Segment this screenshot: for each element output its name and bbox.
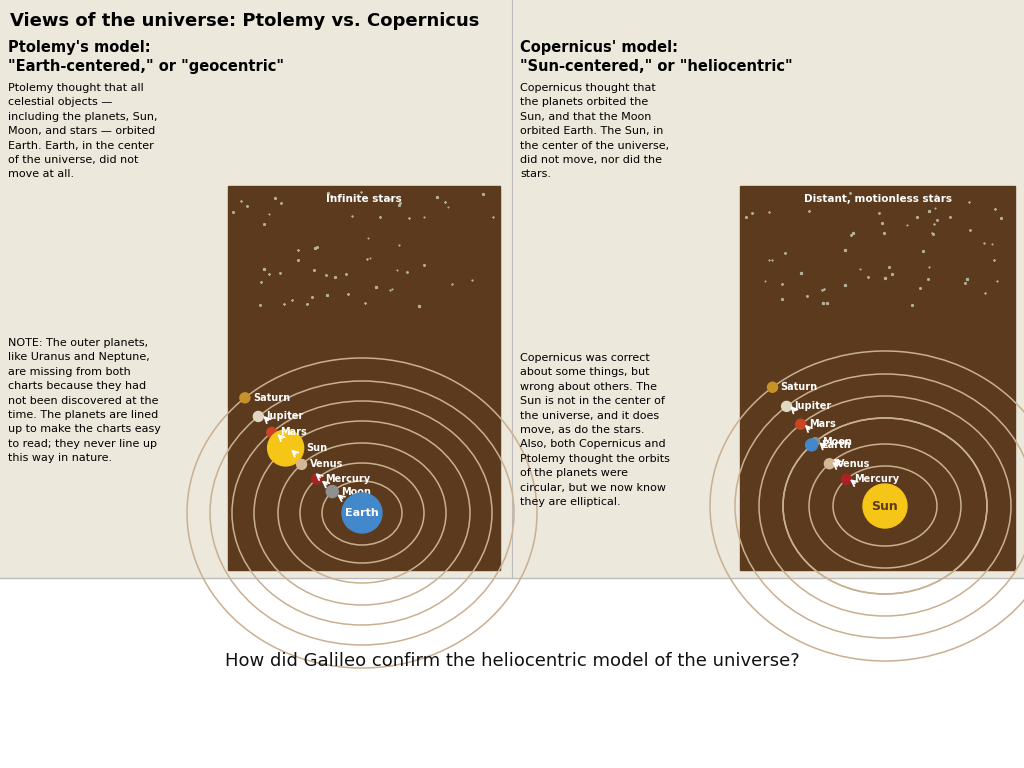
Text: Jupiter: Jupiter [266,412,303,422]
Circle shape [806,439,817,451]
Bar [0,578,1024,768]
Circle shape [240,392,250,402]
Text: Moon: Moon [341,487,371,497]
Circle shape [327,485,338,498]
Circle shape [768,382,777,392]
Circle shape [253,412,263,422]
Circle shape [297,459,306,469]
Text: Venus: Venus [838,458,870,468]
Text: Mars: Mars [809,419,836,429]
Text: Earth: Earth [820,440,850,450]
Circle shape [266,428,276,438]
Text: Copernicus' model:
"Sun-centered," or "heliocentric": Copernicus' model: "Sun-centered," or "h… [520,40,793,74]
Text: Ptolemy's model:
"Earth-centered," or "geocentric": Ptolemy's model: "Earth-centered," or "g… [8,40,284,74]
Text: Saturn: Saturn [253,392,290,402]
Text: Infinite stars: Infinite stars [326,194,401,204]
Circle shape [267,430,304,466]
Bar [228,186,500,570]
Circle shape [311,474,322,484]
Bar [0,0,1024,578]
Text: Venus: Venus [309,459,343,469]
Circle shape [811,438,819,445]
Text: Sun: Sun [306,443,328,453]
Circle shape [781,402,792,412]
Circle shape [824,458,835,468]
Text: Earth: Earth [345,508,379,518]
Text: Copernicus was correct
about some things, but
wrong about others. The
Sun is not: Copernicus was correct about some things… [520,353,670,507]
Text: Mercury: Mercury [854,474,899,485]
Text: Moon: Moon [822,437,852,447]
Text: Saturn: Saturn [780,382,817,392]
Text: Mars: Mars [280,428,306,438]
Text: Ptolemy thought that all
celestial objects —
including the planets, Sun,
Moon, a: Ptolemy thought that all celestial objec… [8,83,158,180]
Text: Distant, motionless stars: Distant, motionless stars [804,194,951,204]
Text: NOTE: The outer planets,
like Uranus and Neptune,
are missing from both
charts b: NOTE: The outer planets, like Uranus and… [8,338,161,463]
Circle shape [863,484,907,528]
Text: Jupiter: Jupiter [795,402,831,412]
Text: Sun: Sun [871,499,898,512]
Bar [740,186,1015,570]
Text: Mercury: Mercury [325,474,370,484]
Circle shape [842,474,851,485]
Circle shape [342,493,382,533]
Text: How did Galileo confirm the heliocentric model of the universe?: How did Galileo confirm the heliocentric… [224,652,800,670]
Text: Copernicus thought that
the planets orbited the
Sun, and that the Moon
orbited E: Copernicus thought that the planets orbi… [520,83,669,180]
Text: Views of the universe: Ptolemy vs. Copernicus: Views of the universe: Ptolemy vs. Coper… [10,12,479,30]
Circle shape [796,419,806,429]
